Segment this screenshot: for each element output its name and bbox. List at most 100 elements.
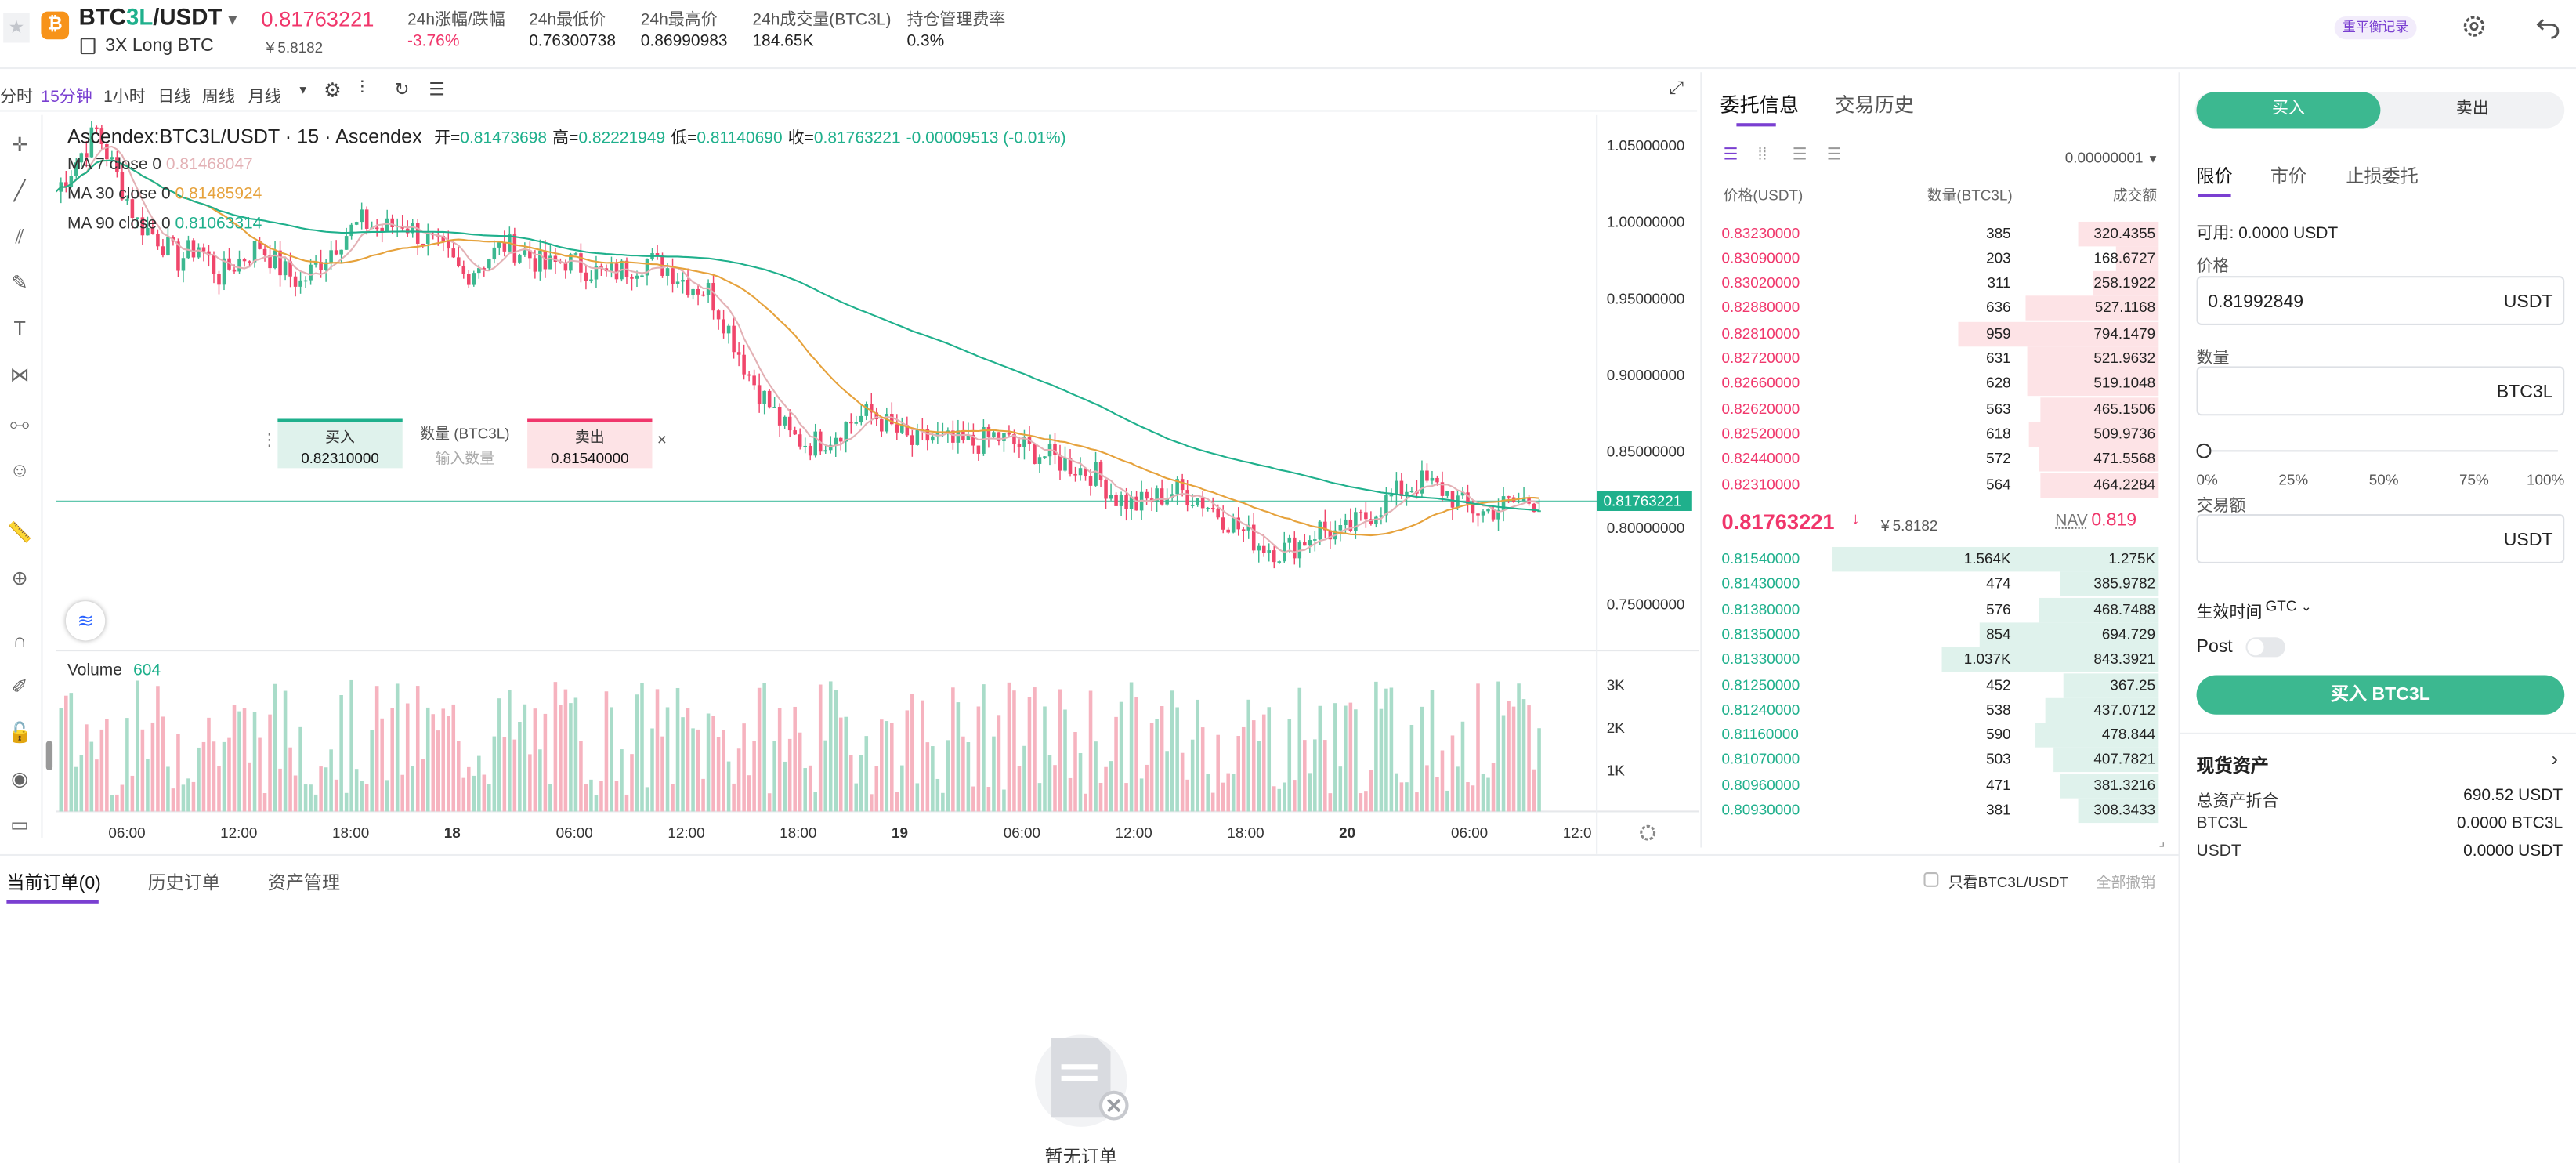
bid-row[interactable]: 0.81540000 1.564K 1.275K [1709,546,2159,572]
slider-pct-50[interactable]: 50% [2368,471,2399,488]
precision-select[interactable]: 0.00000001 ▼ [2065,150,2159,166]
tif-select[interactable]: GTC ⌄ [2266,598,2312,614]
pattern-icon[interactable]: ⋈ [9,363,30,386]
ask-row[interactable]: 0.82720000 631 521.9632 [1709,346,2159,371]
qty-input[interactable]: BTC3L [2196,366,2565,416]
bid-row[interactable]: 0.81240000 538 437.0712 [1709,697,2159,723]
bid-row[interactable]: 0.81250000 452 367.25 [1709,672,2159,697]
tab-orders-info[interactable]: 委托信息 [1720,93,1800,117]
fullscreen-icon[interactable]: ⤢ [1669,78,1684,99]
crosshair-icon[interactable]: ✛ [11,132,28,157]
tab-asset-management[interactable]: 资产管理 [267,874,341,894]
scroll-handle[interactable] [45,741,53,771]
volume-bar [405,703,410,812]
order-type-stop[interactable]: 止损委托 [2346,167,2419,187]
amount-slider[interactable] [2196,443,2562,460]
close-icon[interactable]: × [657,432,668,451]
replay-icon[interactable]: ↻ [394,80,410,100]
interval-month[interactable]: 月线 [248,89,281,107]
ask-row[interactable]: 0.82880000 636 527.1168 [1709,296,2159,321]
price-input[interactable]: 0.81992849 USDT [2196,276,2565,326]
slider-pct-100[interactable]: 100% [2527,471,2565,488]
submit-buy-button[interactable]: 买入 BTC3L [2196,675,2565,715]
interval-1h[interactable]: 1小时 [103,89,146,107]
sell-tab-button[interactable]: 卖出 [2455,100,2489,118]
rebalance-record-button[interactable]: 重平衡记录 [2334,16,2417,40]
chevron-right-icon[interactable]: › [2551,747,2558,771]
tab-current-orders[interactable]: 当前订单(0) [6,874,101,894]
volume-bar [533,708,537,812]
back-icon[interactable] [2535,13,2562,40]
slider-pct-75[interactable]: 75% [2459,471,2489,488]
ask-row[interactable]: 0.82620000 563 465.1506 [1709,397,2159,422]
amount-input[interactable]: USDT [2196,514,2565,563]
ask-row[interactable]: 0.82310000 564 464.2284 [1709,472,2159,498]
trash-icon[interactable]: ▭ [10,813,30,836]
bid-row[interactable]: 0.81430000 474 385.9782 [1709,572,2159,597]
pair-selector[interactable]: BTC3L/USDT ▼ [79,3,241,30]
view-grid-icon[interactable]: ⁞⁞ [1757,146,1767,165]
tab-trade-history[interactable]: 交易历史 [1835,93,1914,117]
ask-row[interactable]: 0.82520000 618 509.9736 [1709,422,2159,447]
post-toggle[interactable] [2245,637,2285,658]
eye-icon[interactable]: ◉ [11,766,29,791]
bid-row[interactable]: 0.81160000 590 478.844 [1709,723,2159,748]
magnet-icon[interactable]: ∩ [13,629,27,653]
ask-row[interactable]: 0.83020000 311 258.1922 [1709,271,2159,296]
bid-row[interactable]: 0.80930000 381 308.3433 [1709,798,2159,824]
interval-15m[interactable]: 15分钟 [41,89,92,107]
view-asks-icon[interactable]: ☰ [1792,146,1807,165]
candle-body [512,234,517,263]
drag-handle-icon[interactable]: ⋮ [261,432,278,451]
bid-row[interactable]: 0.81070000 503 407.7821 [1709,748,2159,773]
volume-bar [1511,706,1516,812]
cancel-all-button[interactable]: 全部撤销 [2096,874,2156,891]
bid-row[interactable]: 0.80960000 471 381.3216 [1709,773,2159,799]
view-bids-icon[interactable]: ☰ [1826,146,1842,165]
bid-row[interactable]: 0.81350000 854 694.729 [1709,622,2159,647]
lock-icon[interactable]: 🔓 [7,721,32,745]
resize-corner-icon[interactable]: ⌟ [2158,834,2165,850]
quick-buy-button[interactable]: 买入 0.82310000 [277,418,403,469]
emoji-icon[interactable]: ☺ [9,458,31,482]
quick-qty[interactable]: 数量 (BTC3L) 输入数量 [407,422,523,469]
layout-icon[interactable]: ☰ [429,80,445,100]
zoom-in-icon[interactable]: ⊕ [11,567,28,590]
bid-row[interactable]: 0.81330000 1.037K 843.3921 [1709,647,2159,672]
ask-row[interactable]: 0.83090000 203 168.6727 [1709,245,2159,271]
buy-tab-button[interactable]: 买入 [2196,92,2381,129]
quick-sell-button[interactable]: 卖出 0.81540000 [527,418,653,469]
order-type-market[interactable]: 市价 [2270,167,2307,187]
only-pair-checkbox[interactable] [1923,871,1939,887]
interval-day[interactable]: 日线 [157,89,191,107]
ask-row[interactable]: 0.82660000 628 519.1048 [1709,371,2159,397]
order-type-limit[interactable]: 限价 [2196,167,2233,187]
ruler-icon[interactable]: 📏 [7,520,32,544]
slider-pct-0[interactable]: 0% [2196,471,2218,488]
prediction-icon[interactable]: ⧟ [9,412,30,436]
slider-handle[interactable] [2196,443,2212,458]
text-icon[interactable]: T [13,317,26,340]
ask-row[interactable]: 0.83230000 385 320.4355 [1709,220,2159,246]
slider-pct-25[interactable]: 25% [2278,471,2309,488]
interval-week[interactable]: 周线 [201,89,235,107]
ask-row[interactable]: 0.82810000 959 794.1479 [1709,321,2159,346]
bid-row[interactable]: 0.81380000 576 468.7488 [1709,597,2159,622]
indicators-icon[interactable]: ⫶ [360,78,364,99]
axis-settings-icon[interactable] [1640,824,1656,841]
dropdown-icon[interactable]: ▼ [297,85,309,97]
ask-row[interactable]: 0.82440000 572 471.5568 [1709,447,2159,472]
tab-history-orders[interactable]: 历史订单 [147,874,220,894]
trendline-icon[interactable]: ╱ [13,179,26,202]
lock-draw-icon[interactable]: ✐ [11,675,28,698]
view-both-icon[interactable]: ☰ [1723,146,1738,165]
only-pair-label[interactable]: 只看BTC3L/USDT [1948,874,2069,891]
interval-timeline[interactable]: 分时 [0,89,33,107]
gear-icon[interactable] [2461,13,2487,40]
fib-icon[interactable]: ⫽ [15,225,24,248]
price-chart[interactable]: 1.05000000 1.00000000 0.95000000 0.90000000… [55,113,1699,854]
brush-icon[interactable]: ✎ [11,270,28,295]
chart-svg[interactable]: 1.05000000 1.00000000 0.95000000 0.90000000… [55,113,1699,854]
settings-icon[interactable]: ⚙ [324,78,342,102]
favorite-star-icon[interactable]: ★ [3,13,30,43]
